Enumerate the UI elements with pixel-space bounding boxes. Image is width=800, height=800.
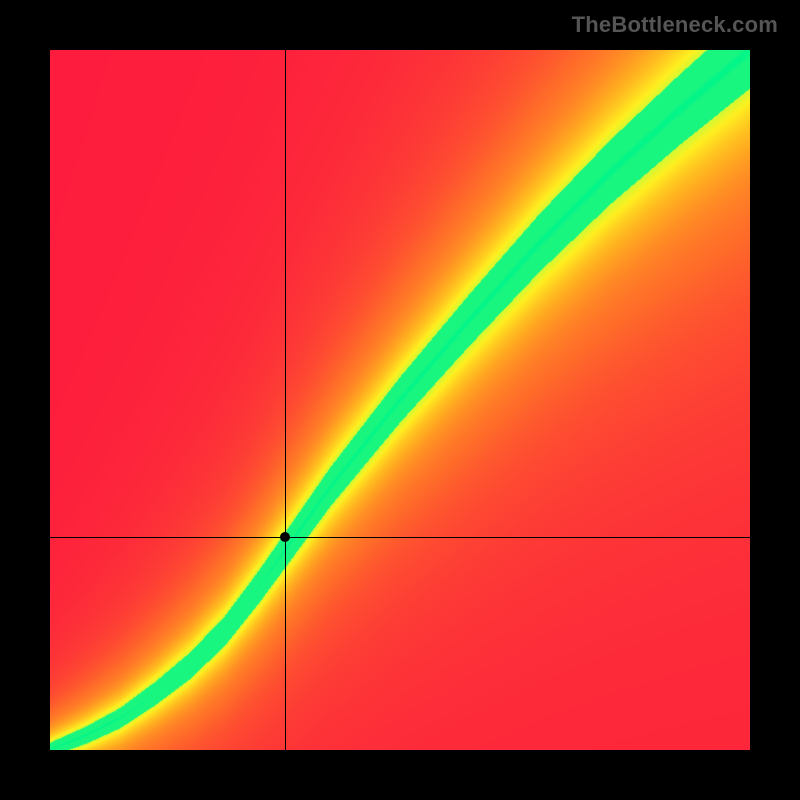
- crosshair-horizontal: [50, 537, 750, 538]
- watermark-text: TheBottleneck.com: [572, 12, 778, 38]
- data-point-marker: [280, 532, 290, 542]
- crosshair-vertical: [285, 50, 286, 750]
- plot-area: [50, 50, 750, 750]
- heatmap-canvas: [50, 50, 750, 750]
